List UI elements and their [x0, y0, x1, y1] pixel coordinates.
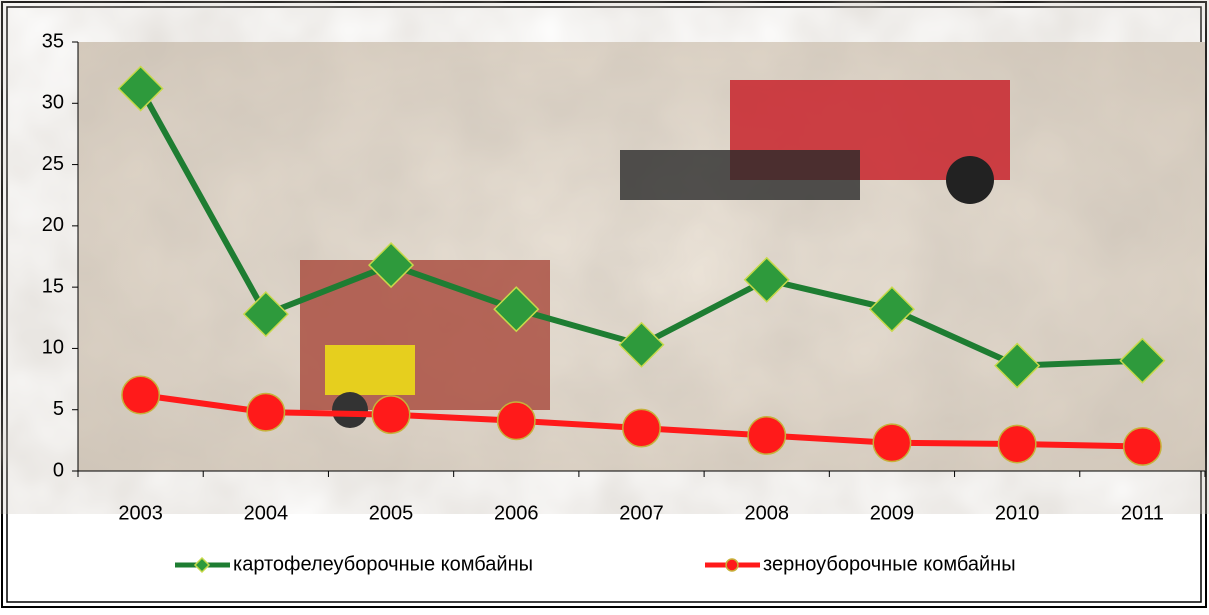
- diamond-marker: [994, 342, 1041, 389]
- circle-marker: [121, 375, 161, 415]
- y-tick-label: 20: [42, 214, 64, 236]
- circle-marker: [997, 424, 1037, 464]
- legend-marker: [193, 556, 211, 574]
- x-tick-label: 2008: [744, 502, 789, 524]
- legend-marker: [725, 558, 739, 572]
- x-tick-label: 2004: [244, 502, 289, 524]
- diamond-marker: [618, 321, 665, 368]
- diamond-marker: [1119, 337, 1166, 384]
- diamond-marker: [242, 291, 289, 338]
- y-tick-label: 10: [42, 337, 64, 359]
- x-tick-label: 2005: [369, 502, 414, 524]
- circle-marker: [496, 401, 536, 441]
- circle-marker: [1122, 427, 1162, 466]
- y-tick-label: 35: [42, 30, 64, 52]
- harvester-illustration: [300, 80, 1010, 428]
- diamond-marker: [117, 65, 164, 112]
- y-tick-label: 25: [42, 153, 64, 175]
- y-tick-label: 0: [53, 459, 64, 481]
- x-tick-label: 2009: [870, 502, 915, 524]
- x-tick-label: 2006: [494, 502, 539, 524]
- legend-label: зерноуборочные комбайны: [763, 553, 1016, 575]
- circle-marker: [246, 392, 286, 432]
- y-tick-label: 15: [42, 275, 64, 297]
- circle-marker: [872, 423, 912, 463]
- y-tick-label: 30: [42, 92, 64, 114]
- x-tick-label: 2010: [995, 502, 1040, 524]
- circle-marker: [371, 395, 411, 435]
- x-tick-label: 2011: [1121, 502, 1164, 524]
- y-tick-label: 5: [53, 398, 64, 420]
- circle-marker: [622, 408, 661, 448]
- circle-marker: [747, 416, 787, 455]
- diamond-marker: [493, 286, 540, 333]
- x-tick-label: 2007: [619, 502, 664, 524]
- diamond-marker: [868, 286, 916, 333]
- x-tick-label: 2003: [118, 502, 163, 524]
- diamond-marker: [743, 256, 790, 303]
- diamond-marker: [367, 242, 415, 289]
- legend-label: картофелеуборочные комбайны: [233, 553, 533, 575]
